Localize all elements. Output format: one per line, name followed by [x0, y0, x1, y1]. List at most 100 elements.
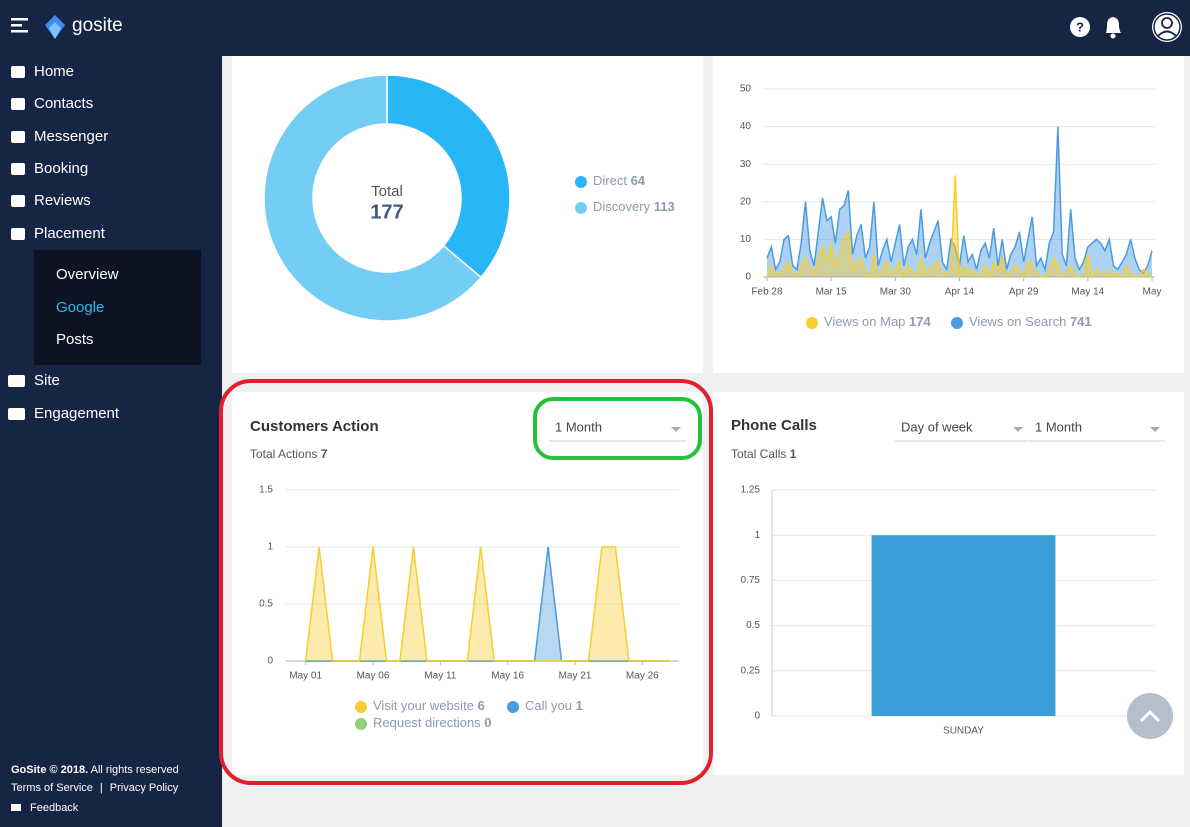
- y-tick-label: 0: [267, 656, 273, 667]
- dropdown[interactable]: 1 Month: [1035, 419, 1082, 434]
- nav-icon: [11, 98, 25, 110]
- legend-dot: [507, 701, 519, 713]
- nav-item[interactable]: Placement: [34, 225, 106, 242]
- nav-icon: [11, 131, 25, 143]
- donut-slice: [386, 74, 511, 279]
- legend-entry: Views on Map 174: [824, 314, 932, 329]
- brand[interactable]: gosite: [72, 15, 123, 36]
- nav-item[interactable]: Messenger: [34, 128, 108, 145]
- menu-icon[interactable]: [11, 18, 28, 33]
- donut-slice: [263, 74, 483, 322]
- series-line: [766, 175, 1153, 280]
- legend-name: Request directions: [373, 715, 481, 730]
- views-card: [713, 40, 1184, 373]
- avatar[interactable]: [1152, 12, 1182, 42]
- legend-dot: [951, 317, 963, 329]
- donut-center-value: 177: [370, 201, 403, 223]
- subtitle-text: Total Calls: [731, 447, 786, 461]
- copyright-bold: GoSite © 2018.: [11, 764, 88, 776]
- legend-dot: [575, 202, 587, 214]
- separator: |: [100, 782, 103, 794]
- sidebar-menu: Home Contacts Messenger Booking Reviews Place…: [8, 63, 120, 422]
- nav-item[interactable]: Contacts: [34, 95, 93, 112]
- privacy-link[interactable]: Privacy Policy: [110, 782, 179, 794]
- feedback-icon: [11, 804, 21, 811]
- dropdown-caret: [1150, 427, 1160, 432]
- y-tick-label: 20: [740, 196, 752, 207]
- legal-links: Terms of Service | Privacy Policy: [11, 782, 179, 794]
- nav-item[interactable]: Home: [34, 63, 74, 80]
- avatar-body: [1157, 30, 1177, 37]
- y-tick-label: 10: [740, 234, 752, 245]
- subtitle-text: Total Actions: [250, 447, 317, 461]
- avatar-head: [1161, 17, 1173, 29]
- help-icon[interactable]: [1070, 17, 1090, 37]
- copyright-text: All rights reserved: [91, 764, 179, 776]
- x-tick-label: Mar 30: [880, 287, 912, 298]
- y-tick-label: 0.25: [741, 665, 761, 676]
- legend-dot: [355, 701, 367, 713]
- legend-value: 174: [909, 314, 931, 329]
- nav-icon: [11, 66, 25, 78]
- legend-name: Views on Map: [824, 314, 905, 329]
- series-fill: [767, 175, 1152, 277]
- submenu-item[interactable]: Overview: [56, 266, 119, 283]
- dropdown[interactable]: Day of week: [901, 419, 973, 434]
- avatar-ring: [1153, 13, 1181, 41]
- y-tick-label: 0: [745, 272, 751, 283]
- legend-name: Call you: [525, 698, 572, 713]
- sidebar: [0, 56, 222, 827]
- bar: [871, 535, 1056, 716]
- legend-entry: Call you 1: [525, 698, 583, 713]
- legend-name: Discovery: [593, 199, 651, 214]
- legend-entry: Request directions 0: [373, 715, 492, 730]
- card-title: Phone Calls: [731, 417, 817, 434]
- nav-item[interactable]: Reviews: [34, 192, 91, 209]
- nav-icon: [11, 195, 25, 207]
- x-tick-label: May 01: [289, 671, 322, 682]
- scroll-top-chevron: [1139, 709, 1161, 723]
- bell-clapper: [1110, 33, 1116, 39]
- legend-entry: Discovery 113: [593, 199, 675, 214]
- help-glyph: ?: [1076, 19, 1084, 34]
- x-tick-label: May 14: [1071, 287, 1104, 298]
- highlight-green: [533, 397, 702, 460]
- feedback-link[interactable]: Feedback: [30, 802, 79, 814]
- x-tick-label: May 16: [491, 671, 524, 682]
- x-tick-label: Apr 14: [945, 287, 975, 298]
- scroll-top-button[interactable]: [1127, 693, 1173, 739]
- y-tick-label: 1: [754, 530, 760, 541]
- legend-value: 741: [1070, 314, 1092, 329]
- legend-dot: [355, 718, 367, 730]
- x-tick-label: Mar 15: [816, 287, 848, 298]
- submenu-item[interactable]: Posts: [56, 331, 94, 348]
- highlight-red: [219, 379, 713, 785]
- terms-link[interactable]: Terms of Service: [11, 782, 93, 794]
- legend-name: Views on Search: [969, 314, 1066, 329]
- nav-item[interactable]: Site: [34, 372, 60, 389]
- legend-value: 113: [654, 199, 675, 214]
- nav-item[interactable]: Engagement: [34, 405, 120, 422]
- nav-item[interactable]: Booking: [34, 160, 88, 177]
- nav-icon: [8, 408, 25, 420]
- x-tick-label: May 21: [559, 671, 592, 682]
- nav-icon: [11, 163, 25, 175]
- series-fill: [305, 547, 670, 661]
- x-tick-label: May 06: [357, 671, 390, 682]
- actions-card: [232, 392, 703, 775]
- legend-entry: Direct 64: [593, 173, 646, 188]
- submenu-item[interactable]: Google: [56, 299, 104, 316]
- menu-line: [11, 30, 28, 33]
- bell-icon[interactable]: [1106, 17, 1121, 33]
- dropdown[interactable]: 1 Month: [555, 419, 602, 434]
- x-tick-label: SUNDAY: [943, 726, 984, 737]
- legend-value: 6: [478, 698, 485, 713]
- legend-entry: Views on Search 741: [969, 314, 1092, 329]
- legend-name: Direct: [593, 173, 627, 188]
- header-bar: [0, 0, 1190, 56]
- legend-dot: [806, 317, 818, 329]
- legend-value: 1: [576, 698, 583, 713]
- series-line: [304, 546, 670, 662]
